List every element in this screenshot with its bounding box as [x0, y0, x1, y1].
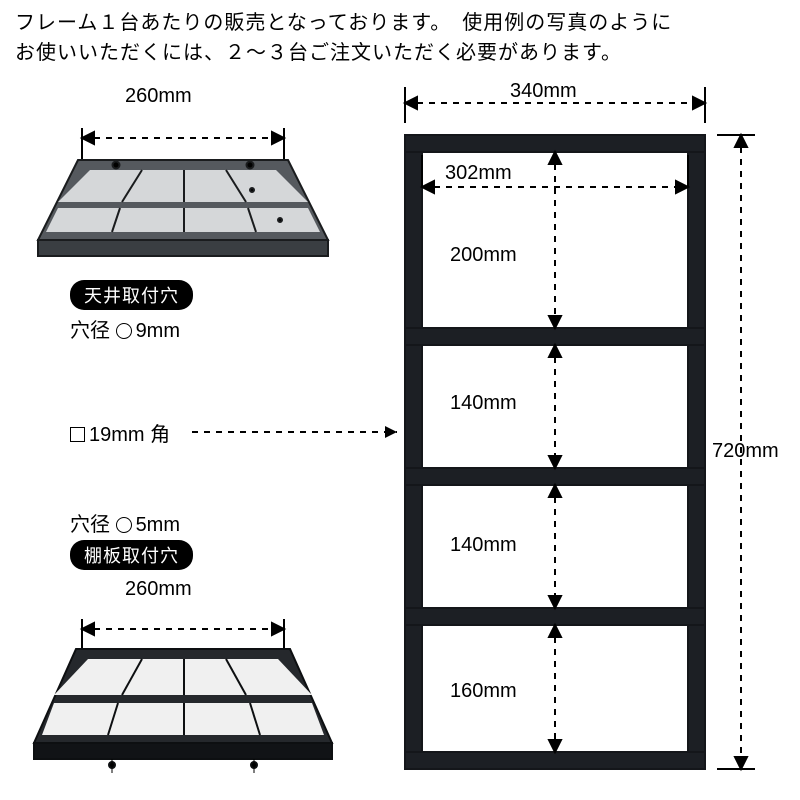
row3-label: 140mm [450, 534, 517, 557]
ceiling-hole-badge: 天井取付穴 [70, 280, 193, 310]
inner-width-label: 302mm [445, 162, 512, 185]
shelf-hole-dia: 穴径 5mm [70, 508, 180, 537]
intro-line2: お使いいただくには、２～３台ご注文いただく必要があります。 [15, 42, 622, 64]
outer-height-label: 720mm [712, 440, 779, 463]
top-frame-diagram [20, 80, 340, 300]
outer-width-label: 340mm [510, 80, 577, 103]
row2-label: 140mm [450, 392, 517, 415]
ceiling-hole-dia: 穴径 9mm [70, 314, 180, 343]
intro-text: フレーム１台あたりの販売となっております。 使用例の写真のように お使いいただく… [15, 8, 785, 68]
top-frame-width-label: 260mm [125, 85, 192, 108]
bottom-frame-diagram [20, 595, 340, 795]
intro-line1: フレーム１台あたりの販売となっております。 使用例の写真のように [15, 12, 672, 34]
row1-label: 200mm [450, 244, 517, 267]
square-tube-label: 19mm 角 [70, 418, 170, 447]
shelf-hole-badge: 棚板取付穴 [70, 540, 193, 570]
row4-label: 160mm [450, 680, 517, 703]
square-tube-leader [192, 418, 412, 448]
